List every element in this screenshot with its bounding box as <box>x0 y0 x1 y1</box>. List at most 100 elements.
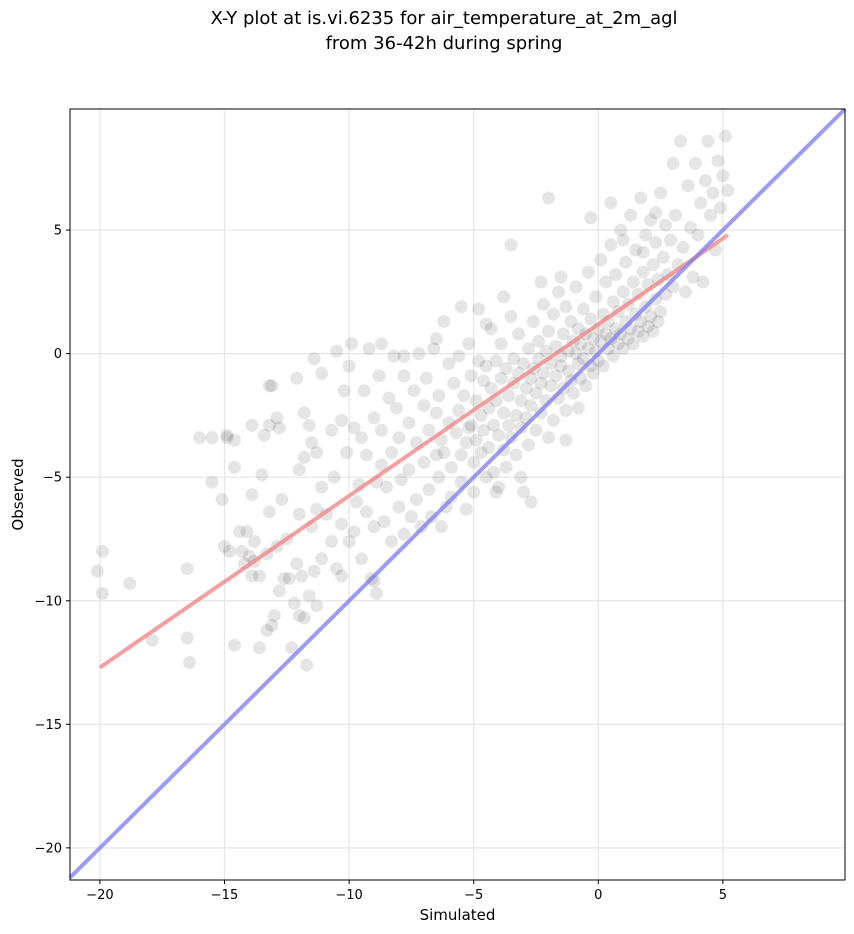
data-point <box>706 186 720 200</box>
data-point <box>397 369 411 383</box>
data-point <box>257 428 271 442</box>
data-point <box>646 324 660 338</box>
data-point <box>664 233 678 247</box>
data-point <box>335 517 349 531</box>
data-point <box>494 337 508 351</box>
data-point <box>531 334 545 348</box>
data-point <box>245 418 259 432</box>
data-point <box>586 366 600 380</box>
data-point <box>522 342 536 356</box>
data-point <box>449 426 463 440</box>
data-point <box>581 265 595 279</box>
data-point <box>310 502 324 516</box>
data-point <box>564 315 578 329</box>
data-point <box>362 342 376 356</box>
data-point <box>95 586 109 600</box>
data-point <box>377 515 391 529</box>
data-point <box>227 638 241 652</box>
data-point <box>581 342 595 356</box>
data-point <box>444 460 458 474</box>
data-point <box>629 243 643 257</box>
data-point <box>417 455 431 469</box>
data-point <box>604 238 618 252</box>
axis-ticks: −20 −15 −10 −5 0 5 −20 −15 −10 −5 0 5 <box>35 224 727 903</box>
data-point <box>669 208 683 222</box>
data-point <box>397 349 411 363</box>
data-point <box>95 544 109 558</box>
data-point <box>307 564 321 578</box>
data-point <box>626 275 640 289</box>
data-point <box>429 332 443 346</box>
data-point <box>594 334 608 348</box>
data-point <box>502 418 516 432</box>
data-point <box>492 428 506 442</box>
data-point <box>340 445 354 459</box>
data-point <box>536 297 550 311</box>
data-point <box>606 349 620 363</box>
data-point <box>616 233 630 247</box>
regression-line <box>98 233 730 670</box>
data-point <box>245 488 259 501</box>
data-point <box>686 270 700 284</box>
data-point <box>290 371 304 385</box>
data-point <box>539 344 553 358</box>
data-point <box>452 349 466 363</box>
data-point <box>218 539 232 553</box>
data-point <box>576 352 590 366</box>
data-point <box>275 492 289 506</box>
data-point <box>310 599 324 613</box>
data-point <box>631 324 645 338</box>
data-point <box>330 344 344 358</box>
y-tick-label: 5 <box>54 224 62 239</box>
data-point <box>656 250 670 264</box>
data-point <box>123 576 137 590</box>
data-point <box>586 332 600 346</box>
data-point <box>497 406 511 420</box>
data-point <box>242 549 256 563</box>
data-point <box>693 196 707 210</box>
data-point <box>556 327 570 341</box>
data-point <box>310 445 324 459</box>
data-point <box>342 534 356 548</box>
data-point <box>397 527 411 541</box>
data-point <box>220 431 234 445</box>
x-tick-label: 0 <box>594 888 602 903</box>
data-point <box>492 480 506 494</box>
data-point <box>325 534 339 548</box>
data-point <box>541 191 555 205</box>
data-point <box>429 406 443 420</box>
data-point <box>641 319 655 333</box>
data-point <box>205 475 219 489</box>
data-point <box>252 641 266 655</box>
data-point <box>594 253 608 267</box>
data-point <box>394 473 408 487</box>
data-point <box>621 332 635 346</box>
data-point <box>347 421 361 435</box>
data-point <box>654 186 668 200</box>
data-point <box>307 352 321 366</box>
chart-title: X-Y plot at is.vi.6235 for air_temperatu… <box>0 6 854 56</box>
data-point <box>315 480 329 494</box>
data-point <box>484 381 498 395</box>
x-axis-label: Simulated <box>420 906 496 924</box>
data-point <box>262 379 276 393</box>
data-point <box>227 460 241 474</box>
data-point <box>616 285 630 299</box>
data-point <box>489 354 503 368</box>
data-point <box>392 500 406 514</box>
data-point <box>222 544 236 558</box>
data-point <box>384 445 398 459</box>
data-point <box>479 359 493 373</box>
data-point <box>674 134 688 148</box>
data-point <box>499 361 513 375</box>
data-point <box>604 196 618 210</box>
data-point <box>180 631 194 645</box>
data-point <box>549 369 563 383</box>
data-point <box>546 307 560 321</box>
data-point <box>297 611 311 625</box>
data-point <box>651 315 665 329</box>
data-point <box>382 391 396 405</box>
data-point <box>497 290 511 304</box>
data-point <box>519 381 533 395</box>
data-point <box>292 609 306 623</box>
